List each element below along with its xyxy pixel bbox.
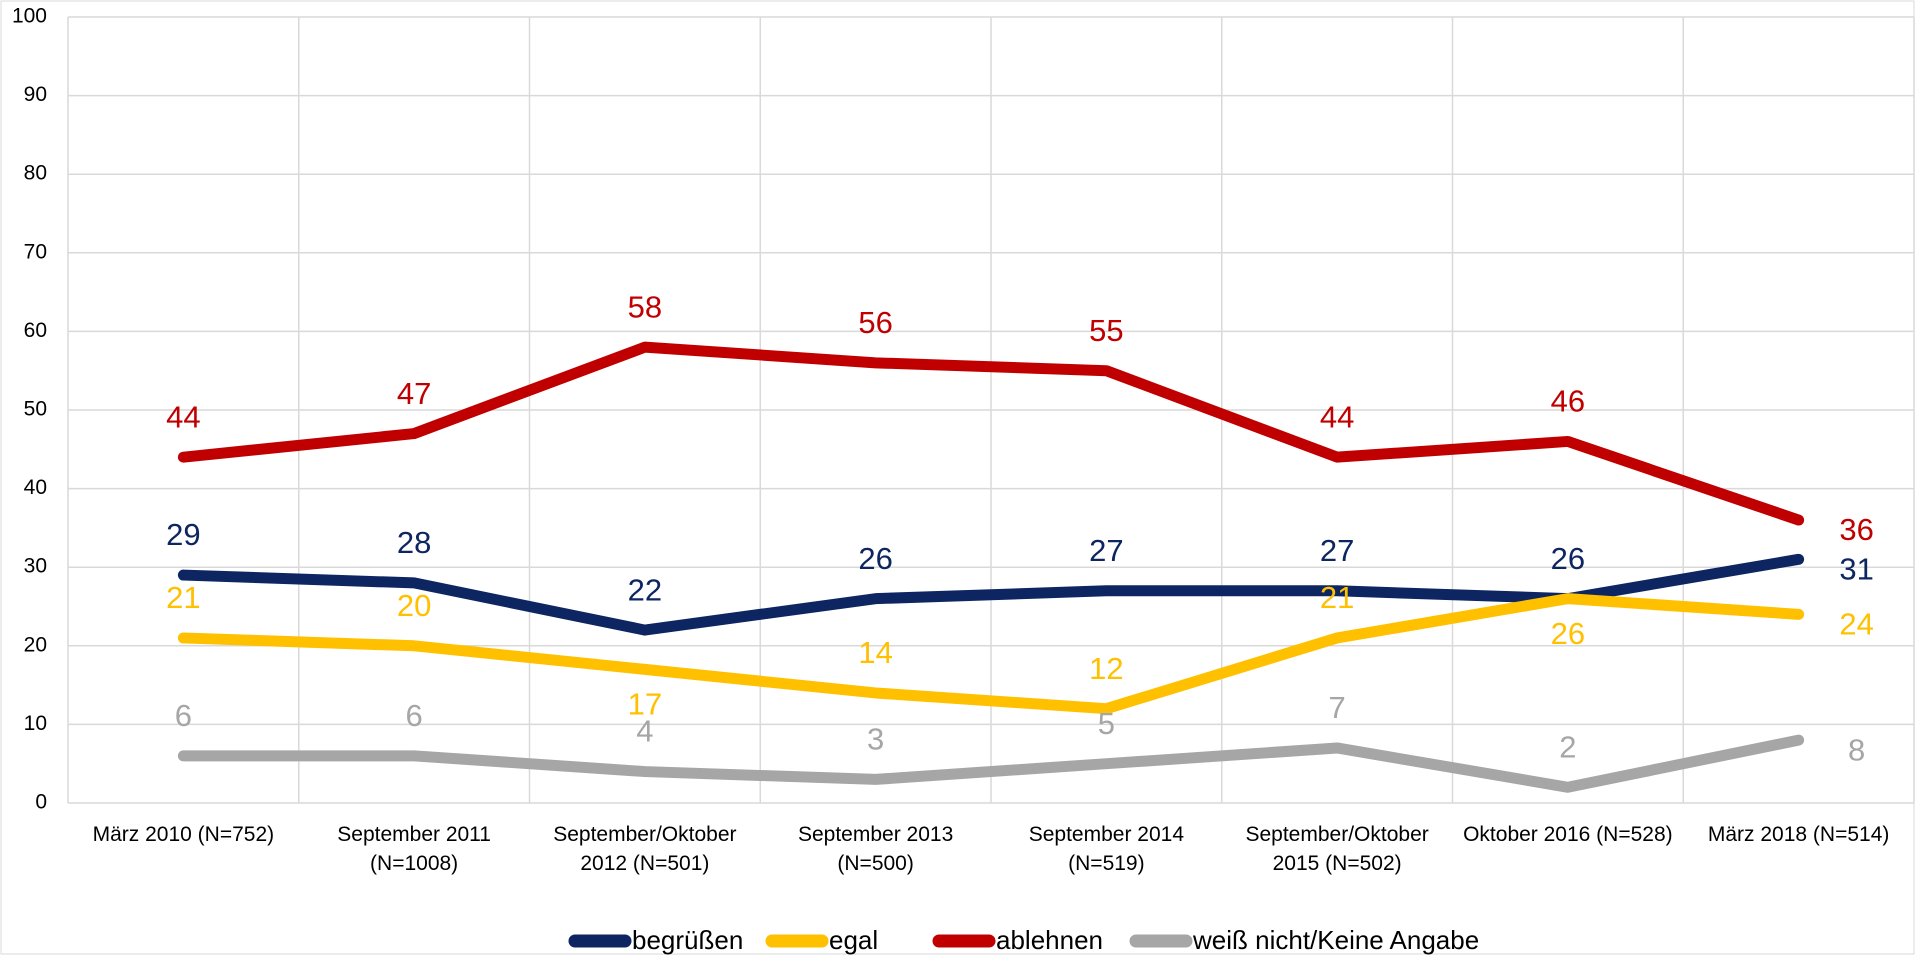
data-label: 31 (1839, 552, 1873, 587)
data-label: 36 (1839, 512, 1873, 547)
data-label: 20 (397, 588, 431, 623)
data-label: 14 (858, 635, 892, 670)
data-label: 22 (628, 572, 662, 607)
series-line (177, 341, 1805, 526)
y-tick-label: 60 (24, 319, 47, 342)
x-tick-line: September 2011 (337, 823, 491, 846)
data-label: 27 (1089, 533, 1123, 568)
x-tick-label: März 2018 (N=514) (1708, 823, 1890, 846)
data-label: 55 (1089, 313, 1123, 348)
data-label: 26 (858, 541, 892, 576)
x-tick-label: September 2014 (N=519) (1029, 823, 1185, 875)
data-label: 46 (1551, 384, 1585, 419)
series-line (177, 593, 1805, 715)
y-tick-label: 80 (24, 162, 47, 185)
y-tick-label: 100 (12, 5, 47, 28)
data-label: 4 (636, 714, 653, 749)
x-tick-line: März 2018 (N=514) (1708, 823, 1890, 846)
data-label: 2 (1559, 729, 1576, 764)
x-tick-label: September 2013 (N=500) (798, 823, 953, 875)
data-label: 17 (628, 687, 662, 722)
x-tick-line: September/Oktober (553, 823, 736, 846)
y-tick-label: 20 (24, 633, 47, 656)
data-label: 6 (175, 698, 192, 733)
y-tick-label: 40 (24, 476, 47, 499)
legend-label: begrüßen (632, 925, 743, 955)
data-label: 24 (1839, 607, 1873, 642)
x-tick-line: September 2014 (1029, 823, 1185, 846)
x-tick-line: 2015 (N=502) (1273, 852, 1402, 875)
data-label: 58 (628, 289, 662, 324)
data-label: 3 (867, 722, 884, 757)
data-label: 5 (1098, 706, 1115, 741)
x-tick-line: (N=500) (837, 852, 913, 875)
data-label: 47 (397, 376, 431, 411)
x-tick-label: September/Oktober 2012 (N=501) (553, 823, 736, 875)
series-line (177, 734, 1805, 793)
legend-label: weiß nicht/Keine Angabe (1192, 925, 1479, 955)
x-tick-line: 2012 (N=501) (580, 852, 709, 875)
data-label: 27 (1320, 533, 1354, 568)
x-tick-line: (N=1008) (370, 852, 458, 875)
data-label: 56 (858, 305, 892, 340)
data-label: 44 (166, 399, 200, 434)
data-label: 8 (1848, 732, 1865, 767)
y-tick-label: 90 (24, 83, 47, 106)
x-tick-label: September/Oktober 2015 (N=502) (1245, 823, 1428, 875)
y-tick-label: 50 (24, 398, 47, 421)
y-tick-label: 70 (24, 240, 47, 263)
x-tick-line: September/Oktober (1245, 823, 1428, 846)
x-tick-label: September 2011 (N=1008) (337, 823, 491, 875)
x-tick-label: Oktober 2016 (N=528) (1463, 823, 1673, 846)
x-tick-line: September 2013 (798, 823, 953, 846)
x-tick-line: März 2010 (N=752) (93, 823, 275, 846)
x-tick-label: März 2010 (N=752) (93, 823, 275, 846)
data-label: 29 (166, 517, 200, 552)
y-tick-label: 30 (24, 555, 47, 578)
data-label: 7 (1329, 690, 1346, 725)
data-label: 28 (397, 525, 431, 560)
legend-label: egal (829, 925, 878, 955)
data-label: 21 (166, 580, 200, 615)
x-tick-line: (N=519) (1068, 852, 1144, 875)
data-label: 26 (1551, 541, 1585, 576)
x-tick-line: Oktober 2016 (N=528) (1463, 823, 1673, 846)
y-tick-label: 10 (24, 712, 47, 735)
data-label: 44 (1320, 399, 1354, 434)
data-label: 12 (1089, 651, 1123, 686)
data-label: 6 (406, 698, 423, 733)
data-label: 26 (1551, 616, 1585, 651)
y-tick-label: 0 (35, 791, 47, 814)
legend-label: ablehnen (996, 925, 1103, 955)
data-label: 21 (1320, 580, 1354, 615)
series-line (177, 553, 1805, 636)
